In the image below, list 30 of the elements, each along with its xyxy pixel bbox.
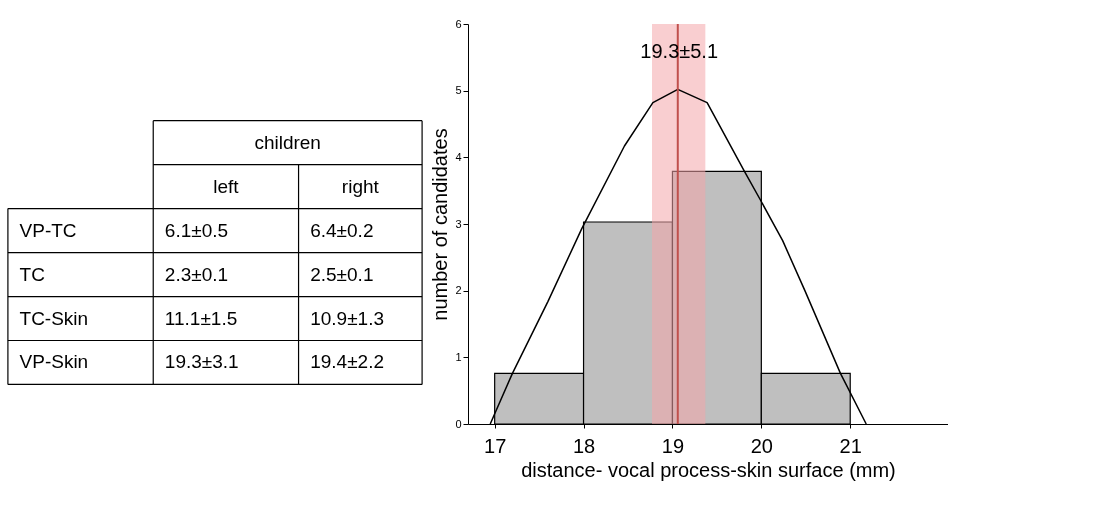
category-label: right [341,175,380,197]
text: 11.1±1.5 [164,307,238,329]
y-tick-label: 6 [455,17,462,30]
y-tick-label: 4 [455,150,462,163]
category-label: TC [19,263,45,285]
text: children [254,131,321,153]
text: 2.3±0.1 [164,263,229,285]
category-label: VP-Skin [19,351,89,373]
y-tick-label: 1 [455,350,462,363]
x-tick-label: 17 [484,434,507,457]
text: 10.9±1.3 [310,307,385,329]
text: 6.4±0.2 [310,219,374,241]
text: 6.1±0.5 [164,219,229,241]
category-label: VP-TC [19,219,77,241]
category-label: TC-Skin [19,307,89,329]
annotation: 19.3±5.1 [640,40,719,62]
x-tick-label: 20 [750,434,773,457]
x-axis-title: distance- vocal process-skin surface (mm) [521,458,896,481]
text: 2.5±0.1 [310,263,374,285]
x-tick-label: 19 [661,434,685,457]
text: 19.4±2.2 [310,351,385,373]
y-tick-label: 5 [455,84,462,97]
y-tick-label: 0 [455,417,462,430]
text: 19.3±3.1 [164,351,239,373]
category-label: left [213,175,240,197]
y-tick-label: 3 [455,217,462,230]
y-axis-title: number of candidates [429,128,452,321]
x-tick-label: 18 [572,434,596,457]
x-tick-label: 21 [839,434,862,457]
y-tick-label: 2 [455,284,462,297]
